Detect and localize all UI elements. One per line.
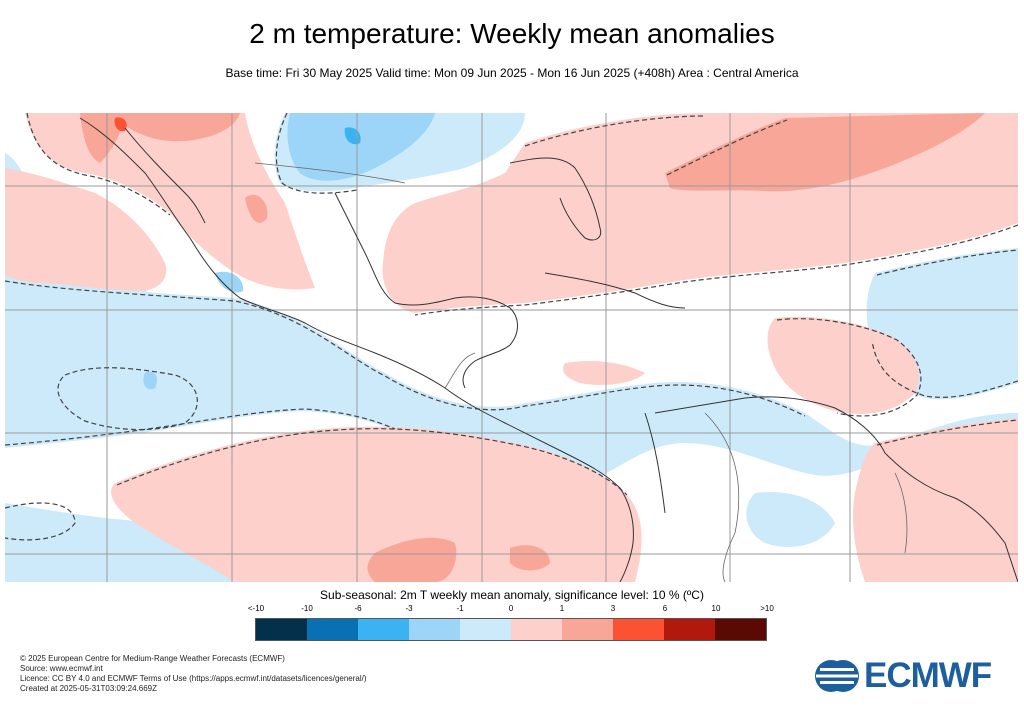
colorbar-segment <box>511 619 562 640</box>
colorbar-segment <box>358 619 409 640</box>
tick-label: 0 <box>508 604 514 613</box>
south-strong-warm-2 <box>510 545 550 571</box>
tick-label: 3 <box>610 604 616 613</box>
chart-subtitle: Base time: Fri 30 May 2025 Valid time: M… <box>225 66 799 80</box>
atlantic-strong-warm <box>665 113 985 192</box>
licence-line: Licence: CC BY 4.0 and ECMWF Terms of Us… <box>20 674 367 683</box>
tick-label: -6 <box>354 604 362 613</box>
north-strong-warm <box>110 113 240 142</box>
map-svg <box>5 113 1018 582</box>
tick-label: >10 <box>760 604 774 613</box>
ecmwf-logo-icon <box>815 660 859 692</box>
ecmwf-logo: ECMWF <box>814 656 992 696</box>
country-borders <box>254 162 908 582</box>
cuba-coast <box>544 272 686 309</box>
colorbar-segment <box>460 619 511 640</box>
pacific-blue-patch <box>5 273 285 344</box>
baja-coast <box>124 127 206 224</box>
pacific-coast <box>79 117 634 582</box>
chart-title: 2 m temperature: Weekly mean anomalies <box>249 18 775 49</box>
colorbar-segment <box>562 619 613 640</box>
small-blue-coast <box>215 271 244 293</box>
small-warm-patch <box>563 361 645 385</box>
colorbar-segment <box>307 619 358 640</box>
border-3 <box>704 412 740 582</box>
colorbar-ticks: <-10 -10 -6 -3 -1 0 1 3 6 10 >10 <box>0 604 1024 616</box>
copyright-line: © 2025 European Centre for Medium-Range … <box>20 654 285 663</box>
central-blue-band <box>5 278 1018 497</box>
colorbar-segment <box>613 619 664 640</box>
tick-label: <-10 <box>247 604 265 613</box>
tick-label: 10 <box>711 604 721 613</box>
mexico-strong-warm <box>245 194 268 223</box>
pacific-north-warm <box>5 168 167 291</box>
gulf-coast <box>334 192 518 389</box>
guiana-coast <box>884 452 1018 582</box>
ecmwf-logo-text: ECMWF <box>864 656 992 695</box>
south-pacific-warm <box>111 426 642 582</box>
moderate-negative-regions <box>143 113 435 390</box>
tick-label: 6 <box>662 604 668 613</box>
small-blue-dot <box>143 371 157 390</box>
hot-spot <box>114 117 127 132</box>
colorbar-segment <box>664 619 715 640</box>
colorbar-segment <box>409 619 460 640</box>
tick-label: -10 <box>301 604 313 613</box>
south-america-warm <box>853 418 1018 582</box>
source-line: Source: www.ecmwf.int <box>20 664 103 673</box>
south-strong-warm-1 <box>367 537 457 582</box>
florida-coast <box>509 157 602 241</box>
significance-contours <box>5 113 1018 541</box>
colorbar-segment <box>715 619 766 640</box>
tick-label: 1 <box>559 604 565 613</box>
caribbean-east-warm <box>767 316 919 414</box>
border-4 <box>894 472 908 554</box>
colombia-coast <box>644 412 666 514</box>
tick-label: -1 <box>456 604 464 613</box>
north-moderate-blue <box>287 113 435 181</box>
venezuela-coast <box>654 396 886 454</box>
footer: © 2025 European Centre for Medium-Range … <box>20 654 367 694</box>
anomaly-map <box>5 113 1018 582</box>
south-blue-patch <box>746 492 835 547</box>
legend-title: Sub-seasonal: 2m T weekly mean anomaly, … <box>320 588 704 602</box>
colorbar-segment <box>256 619 307 640</box>
colorbar <box>255 618 767 641</box>
border-2 <box>444 352 476 389</box>
created-line: Created at 2025-05-31T03:09:24.669Z <box>20 684 157 693</box>
tick-label: -3 <box>405 604 413 613</box>
border-1 <box>254 162 406 184</box>
coastlines <box>79 117 1018 582</box>
